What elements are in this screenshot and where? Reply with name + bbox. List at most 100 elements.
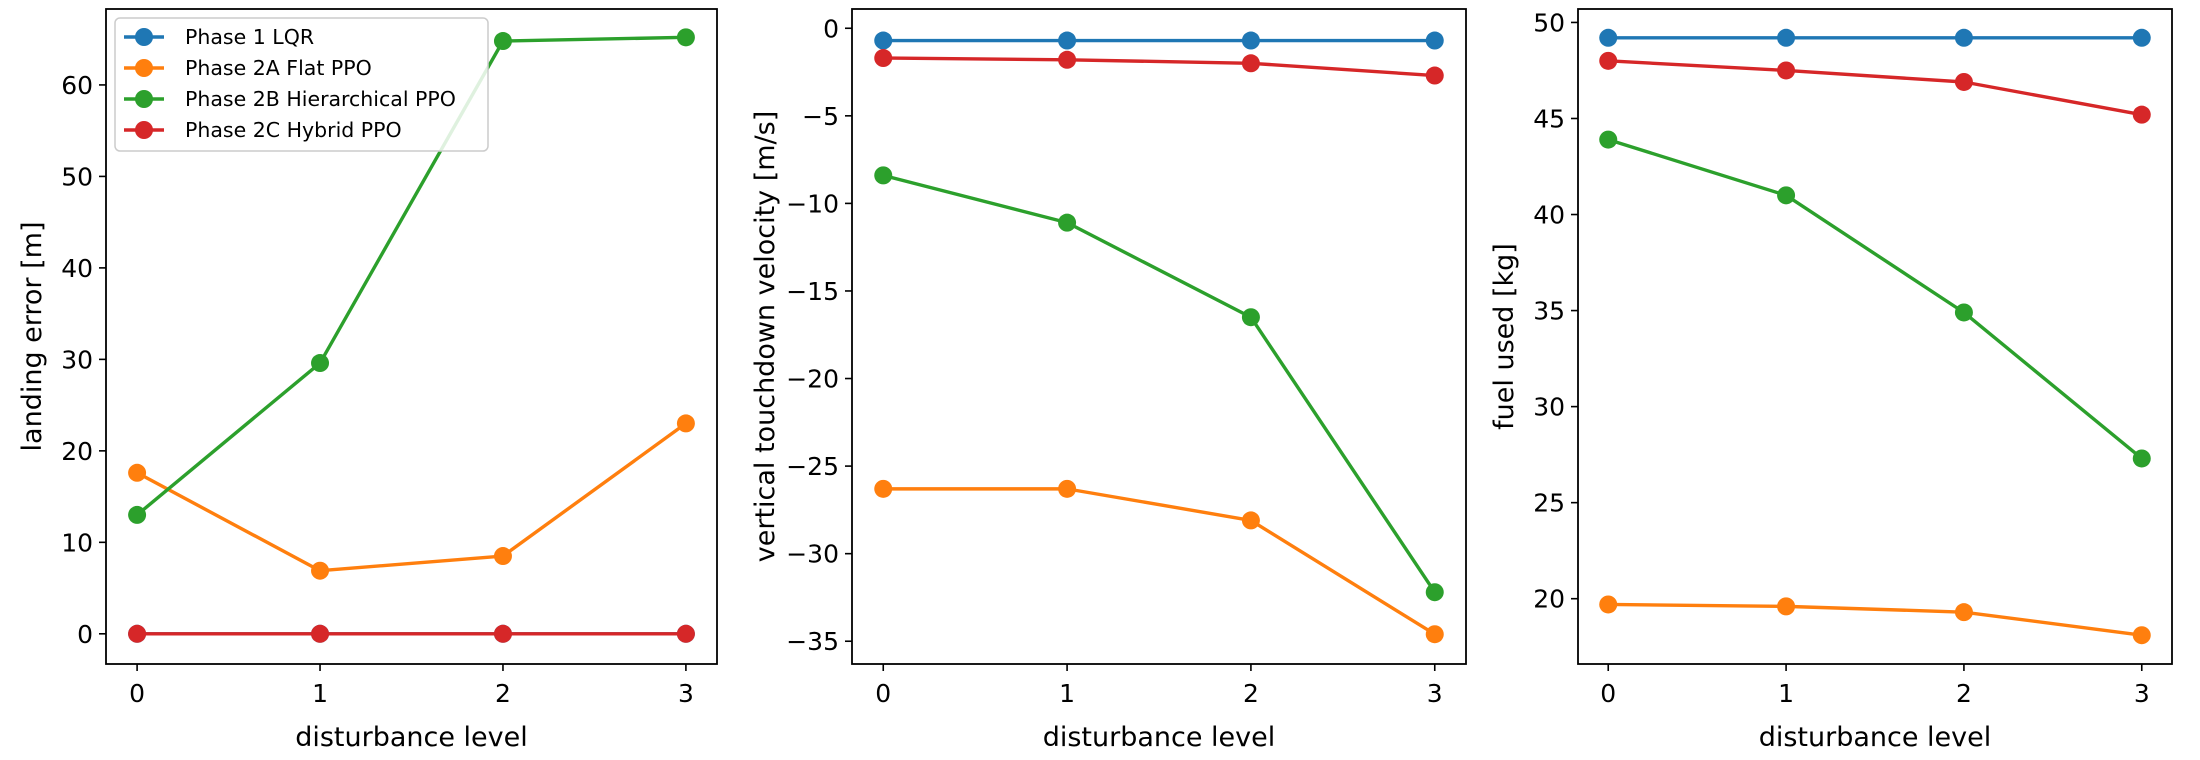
data-point: [874, 479, 893, 498]
data-point: [2132, 28, 2151, 47]
series-line: [1607, 137, 2143, 460]
data-point: [1241, 308, 1260, 327]
data-point: [1058, 31, 1077, 50]
legend-marker: [135, 121, 153, 139]
y-tick-label: 50: [1533, 8, 1565, 37]
y-tick-label: 0: [77, 620, 93, 649]
x-tick-label: 0: [1600, 679, 1616, 708]
axes-frame: [851, 8, 1467, 665]
y-tick-label: −10: [786, 189, 839, 218]
x-tick-label: 3: [678, 679, 694, 708]
data-point: [493, 32, 512, 51]
legend-label: Phase 2A Flat PPO: [185, 56, 372, 80]
data-point: [1058, 479, 1077, 498]
y-tick-label: −20: [786, 365, 839, 394]
data-point: [874, 31, 893, 50]
series-line: [883, 56, 1435, 78]
x-tick-label: 3: [2134, 679, 2150, 708]
data-point: [1425, 583, 1444, 602]
series-line: [136, 35, 686, 517]
data-point: [311, 624, 330, 643]
data-point: [1241, 511, 1260, 530]
y-tick-label: 20: [61, 437, 93, 466]
data-point: [1954, 303, 1973, 322]
data-point: [1777, 186, 1796, 205]
data-point: [2132, 626, 2151, 645]
y-tick-label: 35: [1533, 297, 1565, 326]
x-axis-label: disturbance level: [295, 722, 528, 753]
data-point: [1599, 595, 1618, 614]
data-point: [1599, 28, 1618, 47]
data-point: [2132, 105, 2151, 124]
data-point: [1425, 66, 1444, 85]
data-point: [1241, 31, 1260, 50]
series-line: [136, 422, 687, 573]
legend-label: Phase 1 LQR: [185, 25, 314, 49]
x-axis-label: disturbance level: [1759, 722, 1992, 753]
data-point: [128, 463, 147, 482]
x-tick-label: 1: [1778, 679, 1794, 708]
legend-marker: [135, 28, 153, 46]
y-axis-label: landing error [m]: [17, 222, 48, 452]
data-point: [128, 505, 147, 524]
data-point: [493, 547, 512, 566]
series-2: [128, 414, 695, 580]
y-tick-label: −25: [786, 452, 839, 481]
y-axis-label: fuel used [kg]: [1489, 243, 1520, 430]
y-tick-label: 20: [1533, 585, 1565, 614]
series-4: [128, 624, 695, 643]
data-point: [676, 624, 695, 643]
data-point: [676, 28, 695, 47]
data-point: [1777, 61, 1796, 80]
data-point: [874, 49, 893, 68]
data-point: [1058, 213, 1077, 232]
data-point: [874, 166, 893, 185]
y-tick-label: 60: [61, 71, 93, 100]
y-tick-label: −15: [786, 277, 839, 306]
series-1: [874, 31, 1444, 50]
series-line: [1608, 602, 2142, 637]
series-3: [128, 28, 695, 524]
y-tick-label: 30: [61, 345, 93, 374]
y-tick-label: −30: [786, 540, 839, 569]
data-point: [1241, 54, 1260, 73]
data-point: [1777, 597, 1796, 616]
y-tick-label: 30: [1533, 393, 1565, 422]
legend-marker: [135, 59, 153, 77]
data-point: [493, 624, 512, 643]
data-point: [1777, 28, 1796, 47]
data-point: [1425, 31, 1444, 50]
data-point: [1599, 51, 1618, 70]
x-tick-label: 1: [1059, 679, 1075, 708]
y-axis-label: vertical touchdown velocity [m/s]: [750, 111, 781, 563]
series-line: [882, 173, 1437, 594]
series-4: [874, 49, 1444, 85]
x-tick-label: 2: [495, 679, 511, 708]
axes-frame: [105, 8, 718, 665]
legend-box: [114, 17, 489, 152]
data-point: [311, 561, 330, 580]
y-tick-label: 45: [1533, 104, 1565, 133]
y-tick-label: 0: [823, 14, 839, 43]
data-point: [676, 414, 695, 433]
data-point: [1058, 50, 1077, 69]
legend: Phase 1 LQR Phase 2A Flat PPO Phase 2B Hie…: [114, 17, 489, 152]
legend-label: Phase 2B Hierarchical PPO: [185, 87, 456, 111]
data-point: [1954, 28, 1973, 47]
legend-marker: [135, 90, 153, 108]
x-tick-label: 2: [1243, 679, 1259, 708]
series-2: [874, 479, 1444, 644]
y-tick-label: 10: [61, 528, 93, 557]
x-tick-label: 0: [129, 679, 145, 708]
series-1: [1599, 28, 2151, 47]
x-tick-label: 3: [1427, 679, 1443, 708]
data-point: [311, 354, 330, 373]
y-tick-label: 50: [61, 162, 93, 191]
y-tick-label: −5: [802, 102, 839, 131]
series-3: [874, 166, 1444, 602]
x-tick-label: 0: [875, 679, 891, 708]
chart-2: 0 1 2 3 0 −5 −10 −15 −20 −25 −30 −35 disturbance lev…: [750, 8, 1467, 753]
series-line: [883, 487, 1436, 636]
data-point: [1954, 603, 1973, 622]
